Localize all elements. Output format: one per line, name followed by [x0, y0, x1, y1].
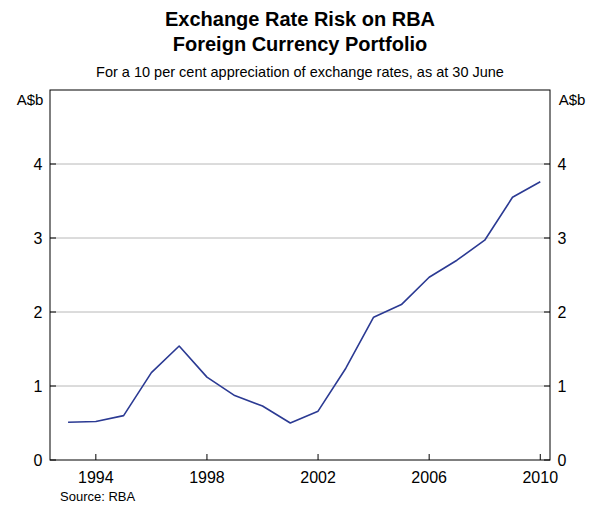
y-tick-label: 4 [34, 156, 43, 173]
source: Source: RBA [60, 489, 135, 504]
x-tick [206, 454, 207, 460]
y-axis-label: A$b [17, 91, 44, 108]
grid-line [50, 164, 550, 165]
y-tick [50, 164, 56, 165]
title: Exchange Rate Risk on RBA [165, 8, 435, 30]
y2-tick-label: 3 [558, 230, 567, 247]
y2-tick-label: 1 [558, 378, 567, 395]
grid-line [50, 238, 550, 239]
y-tick [50, 386, 56, 387]
chart: Exchange Rate Risk on RBA Foreign Currenc… [0, 0, 600, 514]
y2-tick [544, 386, 550, 387]
y-tick-label: 2 [34, 304, 43, 321]
y-tick-label: 3 [34, 230, 43, 247]
x-tick [540, 454, 541, 460]
x-tick [429, 454, 430, 460]
plot-frame [50, 90, 550, 460]
grid-line [50, 386, 550, 387]
line-series [68, 182, 540, 423]
grid-line [50, 312, 550, 313]
y2-tick [544, 312, 550, 313]
y2-tick [544, 164, 550, 165]
y2-tick-label: 2 [558, 304, 567, 321]
x-tick [95, 454, 96, 460]
y2-tick-label: 0 [558, 452, 567, 469]
x-tick-label: 2002 [300, 469, 336, 486]
subtitle: For a 10 per cent appreciation of exchan… [96, 64, 504, 80]
y2-tick [544, 238, 550, 239]
title: Foreign Currency Portfolio [173, 33, 427, 55]
y-tick [50, 312, 56, 313]
x-tick-label: 1994 [78, 469, 114, 486]
x-tick [318, 454, 319, 460]
y-tick-label: 1 [34, 378, 43, 395]
plot-area [68, 182, 540, 423]
x-tick-label: 1998 [189, 469, 225, 486]
x-tick-label: 2006 [411, 469, 447, 486]
x-tick-label: 2010 [522, 469, 558, 486]
y-tick [50, 238, 56, 239]
y2-axis-label: A$b [559, 91, 586, 108]
y-tick-label: 0 [34, 452, 43, 469]
y2-tick-label: 4 [558, 156, 567, 173]
